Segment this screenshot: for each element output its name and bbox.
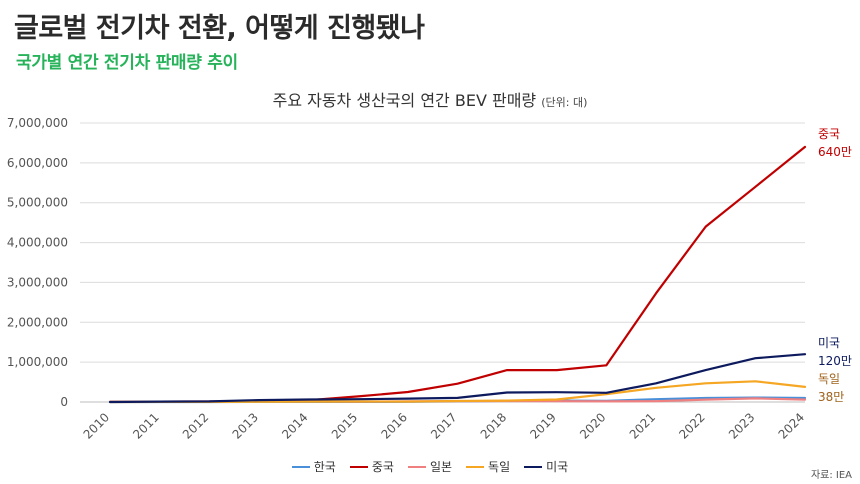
y-tick-label: 4,000,000 bbox=[7, 236, 68, 250]
x-tick-label: 2011 bbox=[130, 410, 161, 441]
x-tick-label: 2012 bbox=[180, 410, 211, 441]
legend-swatch bbox=[407, 465, 426, 468]
y-tick-label: 2,000,000 bbox=[7, 315, 68, 329]
y-tick-label: 3,000,000 bbox=[7, 275, 68, 289]
legend-item: 일본 bbox=[407, 458, 453, 475]
chart-title: 주요 자동차 생산국의 연간 BEV 판매량 (단위: 대) bbox=[0, 87, 860, 111]
subhead: 국가별 연간 전기차 판매량 추이 bbox=[16, 53, 238, 73]
x-tick-label: 2013 bbox=[230, 410, 261, 441]
annotation-label: 독일 bbox=[818, 372, 840, 386]
source-note: 자료: IEA bbox=[810, 470, 852, 481]
x-tick-label: 2016 bbox=[378, 410, 409, 441]
legend-item: 미국 bbox=[524, 458, 568, 475]
legend-item: 독일 bbox=[466, 458, 510, 475]
x-tick-label: 2019 bbox=[527, 410, 558, 441]
legend-label: 미국 bbox=[546, 460, 569, 474]
legend: 한국 중국 일본 독일 미국 bbox=[0, 458, 860, 475]
y-tick-label: 6,000,000 bbox=[7, 156, 68, 170]
x-tick-label: 2020 bbox=[577, 410, 608, 441]
x-tick-label: 2015 bbox=[329, 410, 360, 441]
annotation-value: 38만 bbox=[818, 390, 844, 404]
chart-unit-note: (단위: 대) bbox=[541, 96, 588, 109]
x-tick-label: 2024 bbox=[776, 410, 807, 441]
legend-label: 독일 bbox=[488, 460, 511, 474]
y-tick-label: 5,000,000 bbox=[7, 196, 68, 210]
x-tick-label: 2014 bbox=[279, 410, 310, 441]
x-tick-label: 2021 bbox=[627, 410, 658, 441]
series-line-미국 bbox=[108, 353, 807, 404]
y-tick-label: 0 bbox=[60, 395, 68, 409]
y-tick-label: 1,000,000 bbox=[7, 355, 68, 369]
headline: 글로벌 전기차 전환, 어떻게 진행됐나 bbox=[14, 13, 425, 44]
legend-label: 일본 bbox=[429, 460, 453, 474]
legend-swatch bbox=[349, 465, 368, 468]
x-tick-label: 2023 bbox=[726, 410, 757, 441]
legend-label: 한국 bbox=[313, 460, 336, 474]
legend-item: 중국 bbox=[349, 458, 394, 475]
x-tick-label: 2010 bbox=[81, 410, 112, 441]
annotation-label: 중국 bbox=[818, 127, 840, 141]
legend-label: 중국 bbox=[371, 460, 394, 474]
legend-swatch bbox=[291, 465, 310, 468]
chart-title-text: 주요 자동차 생산국의 연간 BEV 판매량 bbox=[272, 91, 537, 110]
legend-item: 한국 bbox=[291, 458, 336, 475]
x-tick-label: 2022 bbox=[676, 410, 707, 441]
y-tick-label: 7,000,000 bbox=[7, 116, 68, 130]
annotation-value: 120만 bbox=[818, 354, 852, 368]
annotation-label: 미국 bbox=[818, 336, 840, 350]
x-tick-label: 2018 bbox=[478, 410, 509, 441]
x-tick-label: 2017 bbox=[428, 410, 459, 441]
annotation-value: 640만 bbox=[818, 145, 852, 159]
legend-swatch bbox=[466, 465, 485, 468]
series-line-중국 bbox=[108, 145, 807, 403]
legend-swatch bbox=[524, 465, 543, 468]
